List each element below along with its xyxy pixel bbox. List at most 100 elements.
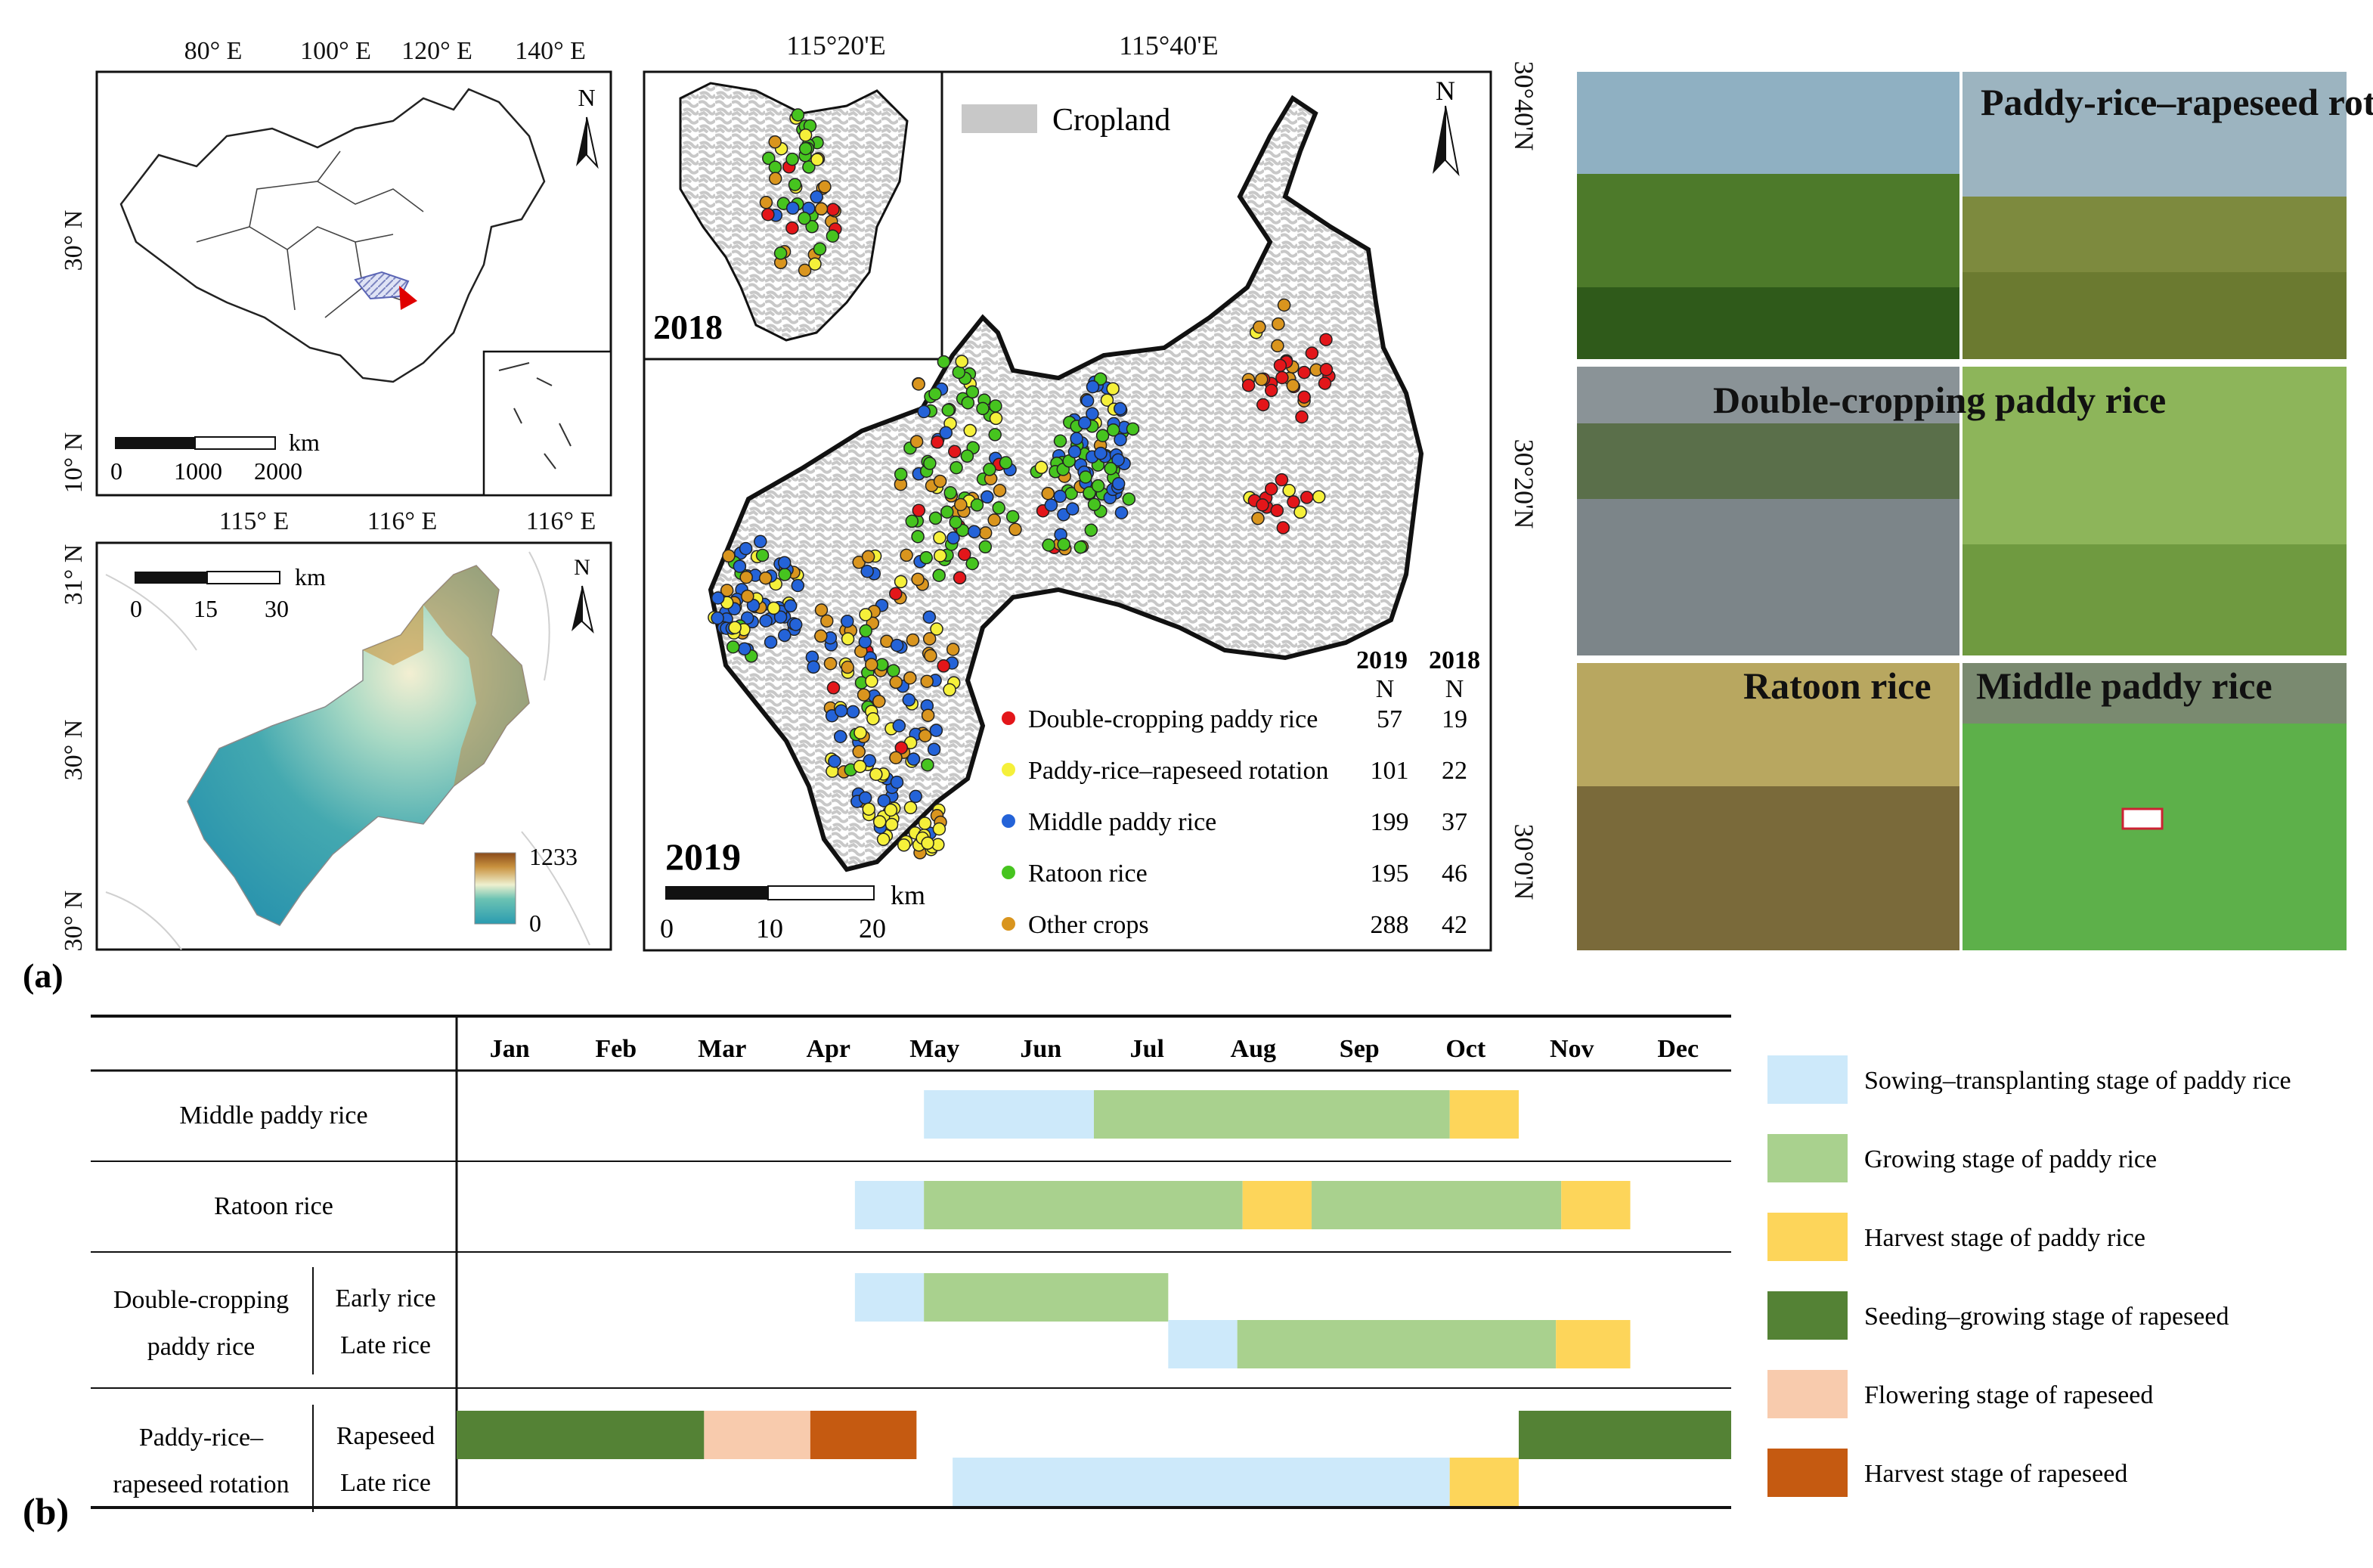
sample-point	[919, 550, 933, 565]
sample-point	[826, 203, 840, 216]
sample-point	[1305, 346, 1319, 360]
sample-point	[818, 180, 832, 194]
sample-point	[1053, 434, 1067, 448]
sample-point	[858, 635, 872, 649]
sample-point	[1282, 484, 1296, 497]
calendar-bar-harvest	[1556, 1320, 1631, 1368]
calendar-bar-sow	[953, 1458, 1450, 1506]
sample-point	[720, 584, 734, 597]
sample-point	[946, 531, 960, 545]
sample-points	[708, 108, 1336, 860]
study-area-map: 115°20'E 115°40'E 30°40'N 30°20'N 30°0'N…	[643, 30, 1539, 952]
sample-point	[833, 730, 847, 743]
sample-point	[1270, 504, 1284, 517]
scale-tick: 20	[859, 913, 886, 944]
sample-point	[876, 832, 891, 847]
scale-tick: 0	[110, 457, 122, 485]
sample-point	[778, 568, 792, 581]
sample-point	[887, 664, 900, 677]
sample-point	[937, 659, 950, 673]
sample-point	[1005, 510, 1020, 524]
sample-point	[931, 435, 944, 449]
scale-tick: 0	[660, 913, 674, 944]
calendar-bar-harvest	[1561, 1181, 1631, 1229]
sample-point	[733, 559, 747, 573]
sample-point	[722, 549, 736, 563]
sample-point	[922, 610, 937, 624]
sample-point	[932, 569, 946, 582]
sample-point	[1297, 365, 1311, 380]
legend-dot	[1002, 814, 1015, 828]
sample-point	[1300, 491, 1314, 504]
sample-point	[728, 621, 742, 634]
sample-point	[976, 401, 990, 416]
china-outline	[119, 88, 546, 383]
sample-point	[783, 599, 798, 613]
sample-point	[989, 399, 1002, 413]
sample-point	[1126, 422, 1140, 436]
sample-point	[1297, 390, 1311, 404]
sample-point	[773, 610, 788, 624]
sample-point	[953, 571, 967, 585]
main-year: 2019	[665, 835, 741, 878]
calendar-bar-grow	[924, 1181, 1243, 1229]
sample-point	[978, 540, 993, 554]
sample-point	[1087, 497, 1101, 512]
calendar-sub-label: Late rice	[340, 1469, 431, 1497]
sample-point	[937, 355, 951, 369]
calendar-bar-sow	[1168, 1320, 1238, 1368]
sample-point	[759, 196, 773, 209]
scale-tick: 10	[756, 913, 783, 944]
sample-point	[860, 565, 874, 578]
sample-point	[932, 822, 946, 836]
sample-point	[1034, 460, 1049, 475]
sample-point	[866, 711, 880, 726]
sample-point	[846, 705, 860, 719]
study-area-marker	[399, 286, 417, 310]
sample-point	[1293, 505, 1307, 519]
sample-point	[1295, 410, 1309, 424]
calendar-group-label: paddy rice	[147, 1333, 256, 1361]
sample-point	[805, 220, 819, 234]
sample-point	[918, 729, 932, 742]
sample-point	[1083, 486, 1096, 500]
sample-point	[894, 741, 909, 755]
month-label: Dec	[1657, 1035, 1699, 1063]
sample-point	[785, 152, 799, 166]
dem-map: 115° E 116° E 116° E 31° N 30° N 30° N N…	[60, 507, 612, 952]
sample-point	[961, 395, 975, 410]
calendar-group-label: Paddy-rice–	[139, 1424, 264, 1452]
calendar-legend-label: Flowering stage of rapeseed	[1864, 1381, 2153, 1409]
sample-point	[820, 614, 834, 628]
sample-point	[884, 803, 898, 817]
sample-point	[1111, 477, 1126, 491]
sample-point	[983, 463, 996, 476]
sample-point	[889, 587, 903, 600]
sample-point	[1053, 489, 1067, 504]
sample-point	[903, 671, 917, 685]
sample-point	[1073, 541, 1088, 554]
calendar-legend-label: Sowing–transplanting stage of paddy rice	[1864, 1067, 2291, 1095]
sample-point	[877, 794, 891, 807]
sample-point	[889, 675, 903, 689]
sample-point	[1256, 398, 1270, 412]
sample-point	[1042, 538, 1055, 552]
calendar-bar-harvest	[1449, 1458, 1519, 1506]
sample-point	[1106, 382, 1120, 395]
sample-point	[738, 642, 751, 655]
sample-point	[897, 838, 911, 852]
cropland-swatch	[962, 104, 1037, 133]
sample-point	[773, 246, 788, 260]
dem-lat-tick: 30° N	[60, 891, 88, 952]
sample-legend: 2019 2018 N N Double-cropping paddy rice…	[1002, 646, 1480, 939]
sample-point	[890, 775, 904, 789]
sample-point	[872, 694, 886, 708]
sample-point	[865, 674, 878, 688]
scale-unit: km	[289, 429, 320, 456]
legend-dot	[1002, 917, 1015, 931]
sample-point	[798, 141, 813, 156]
month-label: Jun	[1020, 1035, 1061, 1063]
calendar-bar-sow	[924, 1090, 1094, 1139]
sample-point	[1041, 486, 1055, 500]
calendar-group-label: rapeseed rotation	[113, 1470, 289, 1498]
